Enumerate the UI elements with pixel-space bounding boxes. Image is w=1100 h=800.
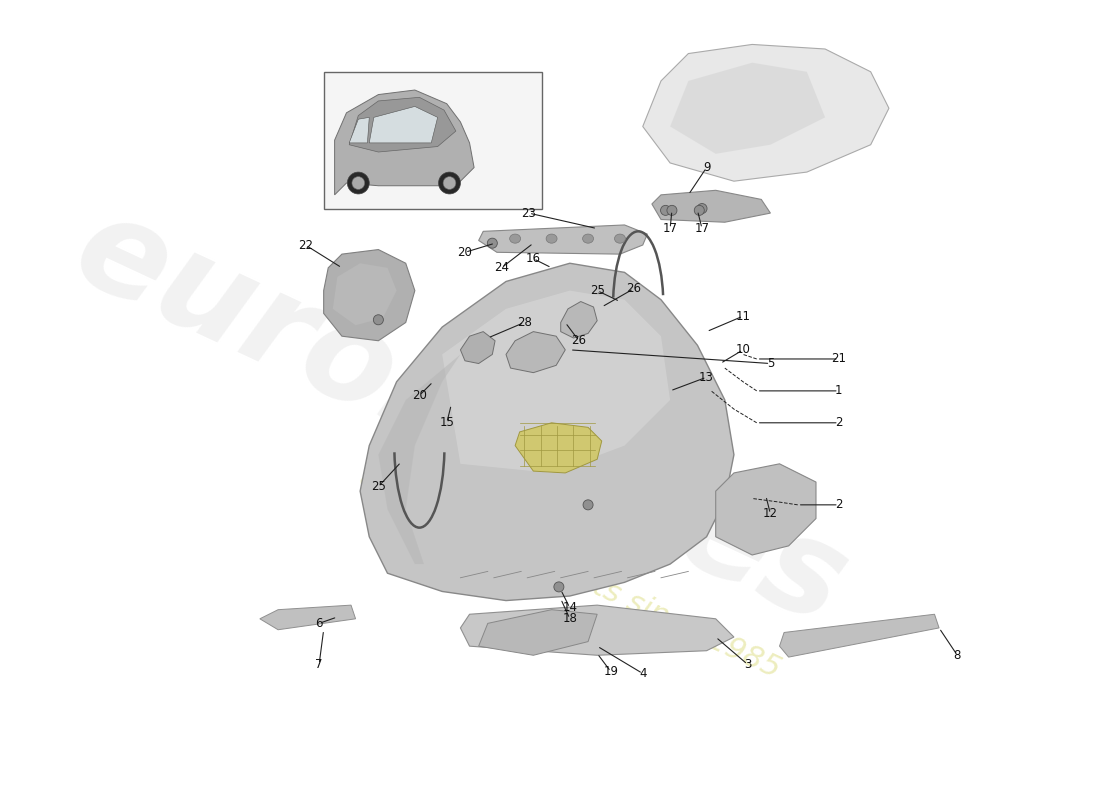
Polygon shape [780, 614, 939, 657]
Text: 1: 1 [835, 384, 843, 398]
Polygon shape [506, 332, 565, 373]
Polygon shape [349, 118, 370, 143]
Text: a passion for parts since 1985: a passion for parts since 1985 [355, 462, 785, 684]
Circle shape [697, 203, 707, 214]
Polygon shape [442, 290, 670, 473]
Text: 25: 25 [590, 284, 605, 297]
Text: 14: 14 [562, 602, 578, 614]
Text: 20: 20 [458, 246, 472, 259]
Polygon shape [716, 464, 816, 555]
Circle shape [583, 500, 593, 510]
Text: 10: 10 [736, 343, 750, 356]
Circle shape [439, 172, 461, 194]
Ellipse shape [615, 234, 626, 243]
Text: 15: 15 [439, 416, 454, 430]
Circle shape [487, 238, 497, 248]
Circle shape [660, 206, 671, 215]
Polygon shape [652, 190, 770, 222]
Polygon shape [461, 332, 495, 363]
Text: 2: 2 [835, 498, 843, 511]
Text: 24: 24 [494, 262, 509, 274]
Circle shape [443, 177, 455, 190]
Text: 26: 26 [571, 334, 586, 347]
Text: 7: 7 [316, 658, 323, 671]
Ellipse shape [583, 234, 594, 243]
Text: 5: 5 [767, 357, 774, 370]
Polygon shape [478, 225, 647, 254]
Ellipse shape [509, 234, 520, 243]
Polygon shape [260, 605, 355, 630]
Ellipse shape [546, 234, 557, 243]
Circle shape [667, 206, 676, 215]
Text: 17: 17 [694, 222, 710, 235]
Text: 20: 20 [412, 389, 427, 402]
Polygon shape [334, 90, 474, 195]
Text: 17: 17 [662, 222, 678, 235]
Text: 28: 28 [517, 316, 531, 329]
Text: 8: 8 [954, 649, 961, 662]
Text: 4: 4 [639, 667, 647, 680]
Polygon shape [670, 62, 825, 154]
Text: 11: 11 [736, 310, 750, 322]
Text: 25: 25 [371, 480, 386, 493]
Text: 13: 13 [700, 370, 714, 384]
Polygon shape [378, 354, 461, 564]
Polygon shape [360, 263, 734, 601]
Circle shape [352, 177, 365, 190]
Text: 12: 12 [763, 507, 778, 521]
Polygon shape [478, 610, 597, 655]
Polygon shape [333, 263, 397, 326]
Bar [323, 72, 542, 209]
Text: 6: 6 [316, 617, 323, 630]
Text: 2: 2 [835, 416, 843, 430]
Text: 19: 19 [604, 665, 618, 678]
Circle shape [373, 314, 384, 325]
Text: 16: 16 [526, 252, 541, 265]
Circle shape [694, 206, 704, 215]
Polygon shape [461, 605, 734, 655]
Text: 3: 3 [744, 658, 751, 671]
Text: 22: 22 [298, 238, 312, 251]
Polygon shape [323, 250, 415, 341]
Polygon shape [642, 45, 889, 181]
Text: 9: 9 [703, 161, 711, 174]
Text: 21: 21 [832, 353, 846, 366]
Polygon shape [561, 302, 597, 338]
Polygon shape [370, 106, 438, 143]
Circle shape [348, 172, 370, 194]
Text: 23: 23 [521, 206, 536, 220]
Text: eurospares: eurospares [55, 184, 866, 652]
Circle shape [554, 582, 564, 592]
Polygon shape [515, 422, 602, 473]
Text: 18: 18 [562, 612, 578, 626]
Text: 26: 26 [626, 282, 641, 295]
Polygon shape [349, 98, 455, 152]
